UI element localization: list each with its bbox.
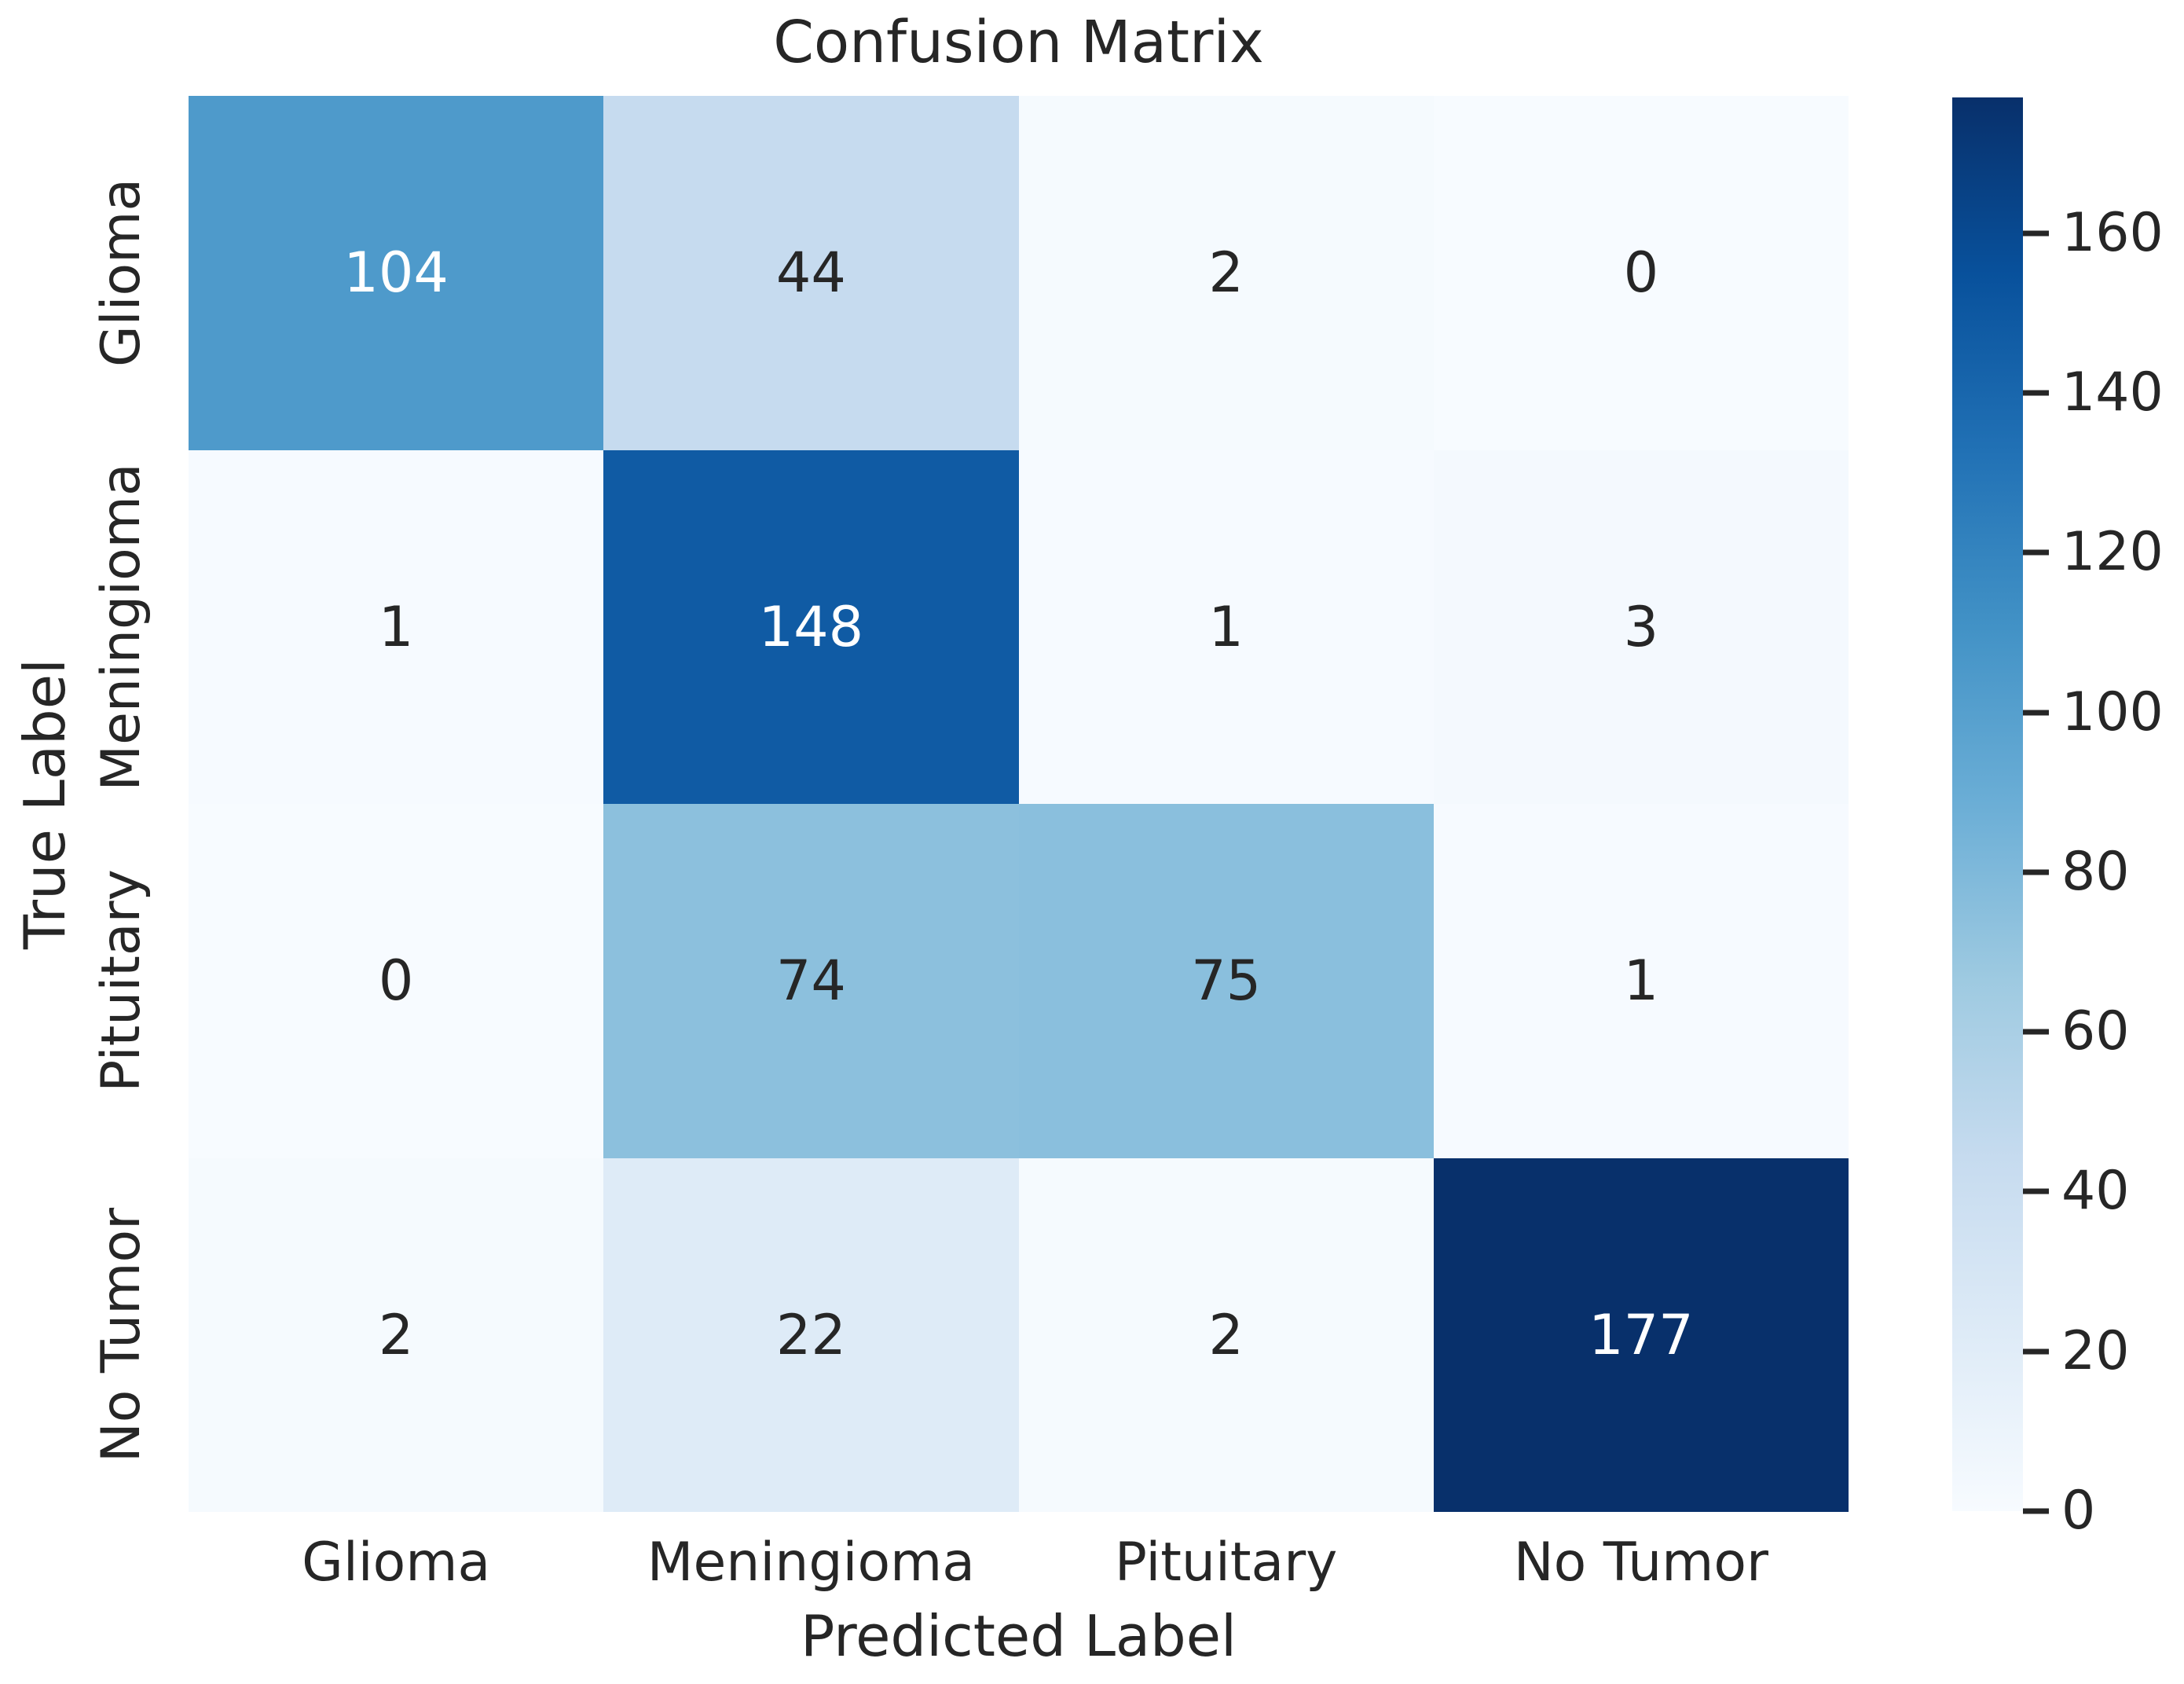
y-tick-label: Pituitary	[90, 869, 152, 1093]
colorbar-tick-label: 40	[2061, 1160, 2130, 1223]
colorbar-tick-label: 120	[2061, 521, 2164, 584]
cell-annotation: 2	[1208, 1302, 1244, 1367]
colorbar-tick-label: 100	[2061, 681, 2164, 743]
cell-annotation: 0	[378, 948, 414, 1014]
heatmap-cell: 2	[1018, 1158, 1434, 1512]
colorbar-tick-mark	[2023, 1188, 2049, 1194]
cell-annotation: 3	[1623, 594, 1659, 659]
heatmap-cell: 1	[1018, 449, 1434, 804]
heatmap-cell: 0	[189, 804, 604, 1158]
heatmap-cell: 3	[1433, 449, 1849, 804]
colorbar-tick-mark	[2023, 230, 2049, 237]
colorbar-tick-mark	[2023, 1508, 2049, 1514]
y-tick-label: Meningioma	[90, 463, 152, 791]
x-tick-label: Meningioma	[647, 1532, 975, 1594]
colorbar-tick-mark	[2023, 1029, 2049, 1035]
chart-title: Confusion Matrix	[773, 9, 1264, 76]
heatmap-cell: 104	[189, 96, 604, 450]
heatmap-cell: 1	[189, 449, 604, 804]
colorbar-tick-mark	[2023, 390, 2049, 396]
colorbar-tick-label: 160	[2061, 201, 2164, 264]
cell-annotation: 2	[1208, 240, 1244, 306]
colorbar-tick-label: 0	[2061, 1480, 2096, 1542]
y-tick-label: Glioma	[90, 178, 152, 368]
cell-annotation: 74	[775, 948, 846, 1014]
heatmap-cell: 44	[603, 96, 1019, 450]
x-tick-label: Glioma	[302, 1532, 491, 1594]
cell-annotation: 44	[775, 240, 846, 306]
heatmap-cell: 74	[603, 804, 1019, 1158]
heatmap-cell: 148	[603, 449, 1019, 804]
cell-annotation: 2	[378, 1302, 414, 1367]
colorbar-tick-label: 60	[2061, 1000, 2130, 1063]
cell-annotation: 1	[1208, 594, 1244, 659]
colorbar	[1952, 97, 2023, 1511]
heatmap-cell: 0	[1433, 96, 1849, 450]
x-tick-label: No Tumor	[1513, 1532, 1768, 1594]
cell-annotation: 1	[378, 594, 414, 659]
cell-annotation: 75	[1191, 948, 1262, 1014]
cell-annotation: 1	[1623, 948, 1659, 1014]
heatmap-grid: 104 44 2 0 1 148 1 3 0 74 75 1 2 22 2 177	[189, 96, 1849, 1512]
cell-annotation: 22	[775, 1302, 846, 1367]
colorbar-tick-mark	[2023, 549, 2049, 556]
colorbar-tick-mark	[2023, 710, 2049, 716]
cell-annotation: 177	[1589, 1302, 1694, 1367]
colorbar-tick-mark	[2023, 1348, 2049, 1355]
heatmap-cell: 177	[1433, 1158, 1849, 1512]
cell-annotation: 148	[758, 594, 864, 659]
colorbar-tick-mark	[2023, 869, 2049, 875]
heatmap-cell: 2	[189, 1158, 604, 1512]
cell-annotation: 104	[343, 240, 449, 306]
colorbar-tick-label: 80	[2061, 840, 2130, 903]
heatmap-cell: 22	[603, 1158, 1019, 1512]
colorbar-tick-label: 20	[2061, 1319, 2130, 1382]
y-axis-label: True Label	[12, 658, 78, 950]
x-tick-label: Pituitary	[1114, 1532, 1338, 1594]
heatmap-cell: 75	[1018, 804, 1434, 1158]
colorbar-tick-label: 140	[2061, 361, 2164, 424]
heatmap-cell: 2	[1018, 96, 1434, 450]
cell-annotation: 0	[1623, 240, 1659, 306]
heatmap-cell: 1	[1433, 804, 1849, 1158]
x-axis-label: Predicted Label	[800, 1603, 1237, 1669]
y-tick-label: No Tumor	[90, 1207, 152, 1462]
